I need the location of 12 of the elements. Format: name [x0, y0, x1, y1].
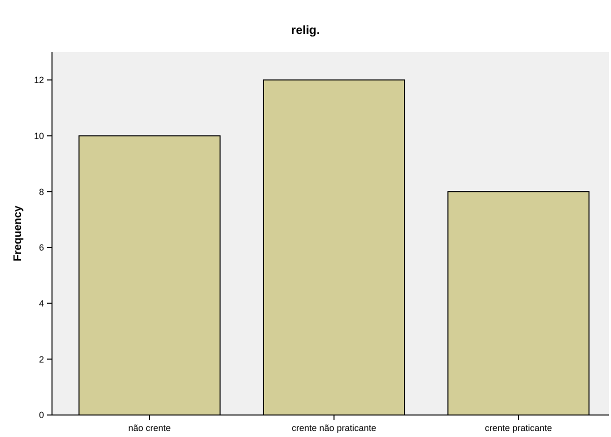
y-tick-label: 8 [38, 186, 44, 197]
x-tick-label: crente praticante [484, 423, 552, 433]
chart-title: relig. [291, 23, 320, 37]
x-tick-label: crente não praticante [292, 423, 376, 433]
y-tick-label: 0 [38, 410, 44, 420]
x-tick-label: não crente [128, 423, 171, 433]
y-tick-label: 6 [38, 242, 44, 253]
y-tick-label: 12 [34, 75, 44, 86]
y-axis-title: Frequency [12, 204, 24, 262]
y-tick-label: 2 [38, 354, 44, 364]
y-tick-label: 4 [38, 298, 44, 308]
y-tick-label: 10 [34, 130, 44, 141]
